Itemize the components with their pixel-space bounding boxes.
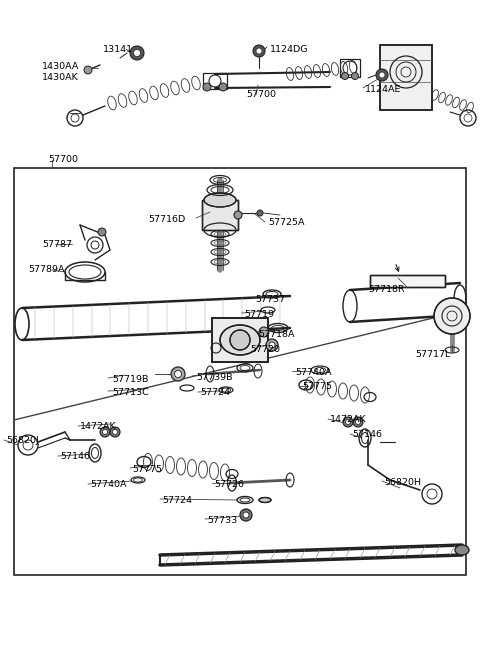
- Circle shape: [356, 419, 360, 424]
- Text: 13141: 13141: [103, 45, 133, 54]
- Circle shape: [219, 83, 227, 91]
- Circle shape: [346, 419, 350, 424]
- Text: 1430AK: 1430AK: [42, 73, 79, 82]
- Text: 57700: 57700: [48, 155, 78, 164]
- Text: 57719: 57719: [244, 310, 274, 319]
- Circle shape: [257, 210, 263, 216]
- Circle shape: [112, 430, 118, 434]
- Text: 57146: 57146: [352, 430, 382, 439]
- Text: 57737: 57737: [255, 295, 285, 304]
- Circle shape: [103, 430, 108, 434]
- Circle shape: [175, 371, 181, 377]
- Circle shape: [253, 45, 265, 57]
- Circle shape: [230, 330, 250, 350]
- Text: 57716D: 57716D: [148, 215, 185, 224]
- Bar: [203, 73, 227, 89]
- Ellipse shape: [259, 498, 271, 502]
- Text: 57700: 57700: [246, 90, 276, 99]
- Text: 1430AA: 1430AA: [42, 62, 79, 71]
- Circle shape: [133, 50, 141, 56]
- Circle shape: [110, 427, 120, 437]
- Text: 57718R: 57718R: [368, 285, 405, 294]
- Circle shape: [98, 228, 106, 236]
- Circle shape: [203, 83, 211, 91]
- Circle shape: [379, 72, 385, 78]
- Text: 57740A: 57740A: [90, 480, 127, 489]
- Circle shape: [259, 327, 269, 337]
- Text: 57726: 57726: [214, 480, 244, 489]
- Text: 57724: 57724: [200, 388, 230, 397]
- Ellipse shape: [455, 545, 469, 555]
- Text: 1124DG: 1124DG: [270, 45, 309, 54]
- Text: 56820H: 56820H: [384, 478, 421, 487]
- Text: 57720: 57720: [250, 345, 280, 354]
- Text: 57719B: 57719B: [112, 375, 148, 384]
- Circle shape: [171, 367, 185, 381]
- Bar: [14, 168, 466, 575]
- Bar: [212, 318, 268, 362]
- Circle shape: [130, 46, 144, 60]
- Bar: [340, 59, 360, 77]
- Bar: [202, 200, 238, 230]
- Text: 1472AK: 1472AK: [330, 415, 367, 424]
- Circle shape: [434, 298, 470, 334]
- Text: 57724: 57724: [162, 496, 192, 505]
- Text: 57740A: 57740A: [295, 368, 332, 377]
- Bar: [380, 45, 432, 110]
- Text: 57787: 57787: [42, 240, 72, 249]
- Ellipse shape: [204, 193, 236, 207]
- Ellipse shape: [220, 325, 260, 355]
- Circle shape: [234, 211, 242, 219]
- Text: 57725A: 57725A: [268, 218, 304, 227]
- Bar: [202, 200, 238, 230]
- Circle shape: [353, 417, 363, 427]
- Text: 57718A: 57718A: [258, 330, 295, 339]
- Text: 57713C: 57713C: [112, 388, 149, 397]
- Bar: [370, 275, 445, 287]
- Text: 56820J: 56820J: [6, 436, 39, 445]
- Circle shape: [256, 48, 262, 54]
- Text: 57733: 57733: [207, 516, 237, 525]
- Circle shape: [240, 509, 252, 521]
- Circle shape: [84, 66, 92, 74]
- Text: 1124AE: 1124AE: [365, 85, 401, 94]
- Bar: [212, 318, 268, 362]
- Circle shape: [266, 339, 278, 351]
- Circle shape: [351, 73, 359, 79]
- Circle shape: [341, 73, 348, 79]
- Text: 57146: 57146: [60, 452, 90, 461]
- Circle shape: [343, 417, 353, 427]
- Text: 57775: 57775: [132, 465, 162, 474]
- Circle shape: [376, 69, 388, 81]
- Text: 57717L: 57717L: [415, 350, 450, 359]
- Bar: [380, 45, 432, 110]
- Circle shape: [100, 427, 110, 437]
- Text: 57739B: 57739B: [196, 373, 232, 382]
- Circle shape: [269, 342, 275, 348]
- Text: 57789A: 57789A: [28, 265, 64, 274]
- Bar: [370, 275, 445, 287]
- Text: 57775: 57775: [302, 382, 332, 391]
- Text: 1472AK: 1472AK: [80, 422, 117, 431]
- Circle shape: [243, 512, 249, 518]
